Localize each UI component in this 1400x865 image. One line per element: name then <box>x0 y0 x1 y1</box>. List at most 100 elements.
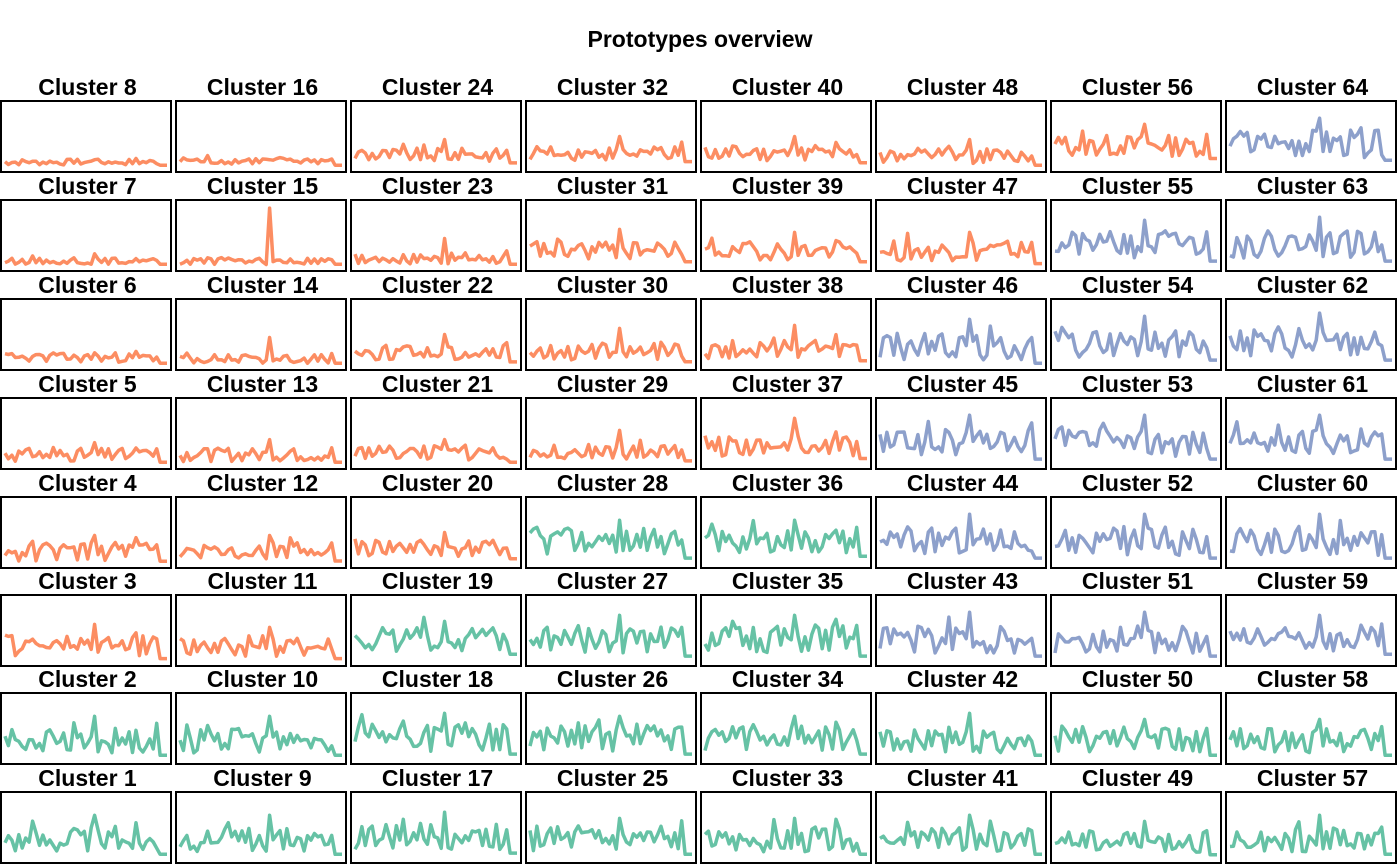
series-line <box>1228 311 1392 362</box>
panel-svg <box>3 156 167 167</box>
panel-plot <box>175 397 347 470</box>
panel-plot <box>350 692 522 765</box>
series-line <box>3 714 167 758</box>
panel-title: Cluster 50 <box>1081 666 1194 692</box>
panel-plot <box>1050 199 1222 272</box>
series-line <box>703 134 867 165</box>
series-line <box>703 416 867 461</box>
panel-plot <box>350 199 522 272</box>
series-line <box>353 810 517 855</box>
series-line <box>3 156 167 167</box>
series-line <box>528 714 692 756</box>
panel-plot <box>700 496 872 569</box>
series-line <box>878 711 1042 758</box>
panel-plot <box>525 692 697 765</box>
panel-plot <box>700 100 872 173</box>
panel-title: Cluster 49 <box>1081 765 1194 791</box>
series-line <box>353 615 517 657</box>
panel-svg <box>178 813 342 857</box>
panel-svg <box>1229 215 1392 263</box>
panel-plot <box>1225 100 1397 173</box>
panel-svg <box>3 813 167 857</box>
series-line <box>4 349 167 365</box>
panel-svg <box>1053 717 1217 758</box>
panel-svg <box>1053 413 1217 461</box>
series-line <box>703 613 867 658</box>
panel-title: Cluster 2 <box>38 666 137 692</box>
panel-plot <box>525 100 697 173</box>
panel-svg <box>878 317 1042 365</box>
panel-svg <box>179 206 342 267</box>
panel-title: Cluster 16 <box>206 74 319 100</box>
panel-title: Cluster 37 <box>731 371 844 397</box>
panel-title: Cluster 1 <box>38 765 137 791</box>
panel-plot <box>350 100 522 173</box>
panel-svg <box>1053 610 1217 658</box>
panel-plot <box>175 791 347 864</box>
panel-svg <box>178 153 342 167</box>
panel-title: Cluster 47 <box>906 173 1019 199</box>
series-line <box>1053 413 1217 461</box>
panel-title: Cluster 63 <box>1256 173 1369 199</box>
panel-title: Cluster 10 <box>206 666 319 692</box>
panel-title: Cluster 20 <box>381 470 494 496</box>
panel-svg <box>703 518 867 559</box>
series-line <box>528 816 692 857</box>
panel-title: Cluster 33 <box>731 765 844 791</box>
panel-svg <box>4 622 167 661</box>
panel-plot <box>350 298 522 371</box>
panel-svg <box>353 437 517 464</box>
panel-plot <box>0 199 172 272</box>
panel-svg <box>1228 311 1392 362</box>
series-line <box>3 533 167 563</box>
panel-svg <box>878 610 1042 658</box>
panel-plot <box>525 397 697 470</box>
panel-title: Cluster 36 <box>731 470 844 496</box>
panel-title: Cluster 7 <box>38 173 137 199</box>
panel-svg <box>878 413 1042 461</box>
panel-plot <box>350 594 522 667</box>
panel-title: Cluster 26 <box>556 666 669 692</box>
panel-svg <box>3 714 167 758</box>
series-line <box>178 153 342 167</box>
panel-svg <box>1228 116 1392 163</box>
series-line <box>703 518 867 559</box>
panel-plot <box>1225 594 1397 667</box>
panel-plot <box>525 791 697 864</box>
panel-svg <box>703 816 867 857</box>
panel-svg <box>1054 512 1217 560</box>
panel-svg <box>1228 717 1392 758</box>
panel-svg <box>178 437 342 464</box>
panel-plot <box>875 791 1047 864</box>
series-line <box>529 227 692 264</box>
panel-plot <box>0 496 172 569</box>
series-line <box>178 533 342 563</box>
panel-title: Cluster 24 <box>381 74 494 100</box>
series-line <box>528 134 692 164</box>
panel-svg <box>178 714 342 758</box>
panel-title: Cluster 19 <box>381 568 494 594</box>
series-line <box>703 714 867 756</box>
panel-plot <box>1050 298 1222 371</box>
panel-title: Cluster 40 <box>731 74 844 100</box>
panel-svg <box>1054 218 1217 263</box>
panel-title: Cluster 31 <box>556 173 669 199</box>
panel-plot <box>175 199 347 272</box>
series-line <box>703 323 867 363</box>
panel-plot <box>0 692 172 765</box>
panel-title: Cluster 17 <box>381 765 494 791</box>
series-line <box>3 813 167 857</box>
series-line <box>353 711 517 756</box>
panel-title: Cluster 8 <box>38 74 137 100</box>
panel-svg <box>353 530 517 561</box>
panel-svg <box>1229 813 1392 857</box>
panel-svg <box>878 137 1042 167</box>
panel-svg <box>1228 613 1392 657</box>
panel-title: Cluster 62 <box>1256 272 1369 298</box>
panel-svg <box>528 518 692 560</box>
panel-title: Cluster 48 <box>906 74 1019 100</box>
panel-svg <box>878 711 1042 758</box>
panel-title: Cluster 13 <box>206 371 319 397</box>
panel-title: Cluster 6 <box>38 272 137 298</box>
panel-svg <box>528 326 692 364</box>
